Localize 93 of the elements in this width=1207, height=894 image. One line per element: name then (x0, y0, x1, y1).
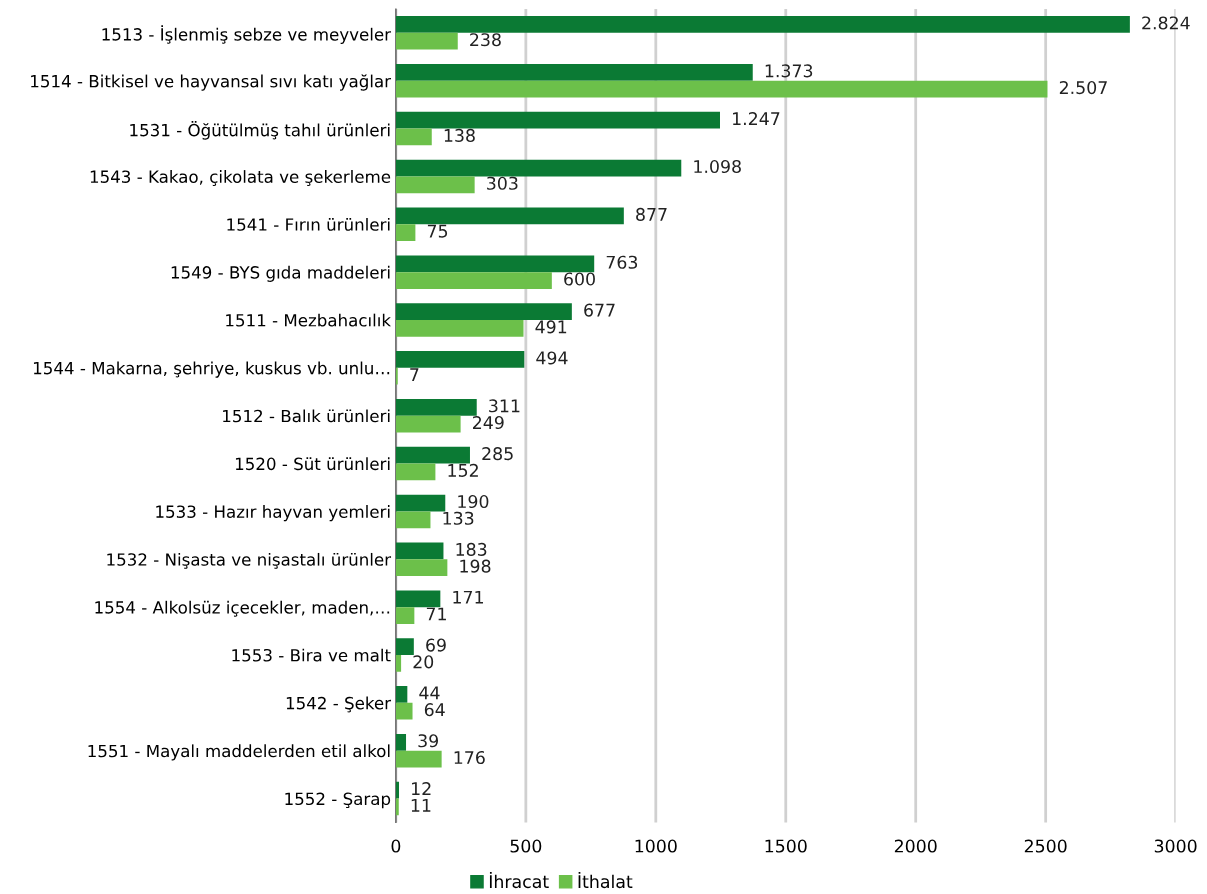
data-label: 75 (427, 224, 448, 238)
y-tick-label: 1511 - Mezbahacılık (226, 313, 391, 327)
x-tick-label: 0 (391, 839, 401, 853)
x-tick-label: 3000 (1154, 839, 1197, 853)
y-tick-label: 1531 - Öğütülmüş tahıl ürünleri (130, 120, 390, 140)
bar (395, 16, 1130, 33)
bar (395, 750, 442, 768)
bar (395, 686, 408, 703)
y-tick-label: 1542 - Şeker (286, 696, 392, 713)
x-tick-label: 2500 (1024, 839, 1067, 853)
x-tick-label: 1000 (635, 839, 677, 853)
y-tick-label: 1514 - Bitkisel ve hayvansal sıvı katı yağlar (31, 74, 392, 91)
bar (395, 255, 595, 273)
data-label: 763 (606, 255, 638, 269)
x-tick-label: 500 (510, 839, 542, 853)
data-label: 600 (564, 272, 595, 286)
y-tick-label: 1532 - Nişasta ve nişastalı ürünler (107, 552, 392, 569)
bar (395, 111, 720, 129)
bar (395, 320, 524, 337)
data-label: 171 (453, 590, 483, 604)
data-label: 71 (426, 607, 446, 621)
data-label: 44 (419, 686, 440, 700)
data-label: 238 (470, 33, 501, 47)
bar (395, 607, 415, 624)
y-tick-label: 1533 - Hazır hayvan yemleri (156, 505, 390, 522)
data-label: 39 (418, 734, 439, 748)
bar (395, 176, 475, 194)
bar (395, 207, 624, 225)
bar (395, 80, 1048, 98)
y-tick-label: 1543 - Kakao, çikolata ve şekerleme (90, 170, 391, 186)
bar (395, 224, 416, 242)
bar (395, 446, 470, 464)
data-label: 1.247 (733, 112, 780, 125)
data-label: 249 (473, 415, 504, 430)
bar (395, 351, 525, 368)
data-label: 1.373 (765, 64, 813, 78)
y-tick-label: 1513 - İşlenmiş sebze ve meyveler (102, 25, 392, 44)
y-tick-label: 1512 - Balık ürünleri (223, 409, 390, 423)
data-label: 7 (410, 368, 419, 382)
data-label: 2.507 (1059, 81, 1107, 95)
bar (395, 733, 407, 751)
data-label: 491 (535, 320, 567, 334)
bar (395, 159, 682, 177)
bar (395, 32, 458, 50)
data-label: 1.098 (694, 159, 741, 174)
data-label: 152 (448, 463, 478, 477)
y-tick-label: 1551 - Mayalı maddelerden etil alkol (88, 744, 390, 761)
data-label: 138 (444, 128, 475, 142)
data-label: 311 (489, 399, 520, 413)
data-label: 877 (636, 207, 667, 221)
bar (395, 702, 413, 720)
bar (395, 542, 444, 560)
data-label: 20 (413, 655, 434, 669)
bar (395, 415, 461, 433)
data-label: 12 (412, 782, 431, 795)
y-tick-label: 1553 - Bira ve malt (232, 648, 391, 662)
x-tick-label: 1500 (765, 839, 807, 853)
data-label: 183 (456, 542, 487, 556)
bar (395, 463, 436, 481)
data-label: 303 (487, 176, 518, 190)
bar (395, 494, 446, 512)
bar (395, 590, 441, 608)
data-label: 133 (443, 511, 474, 525)
data-label: 11 (411, 799, 431, 812)
bar (395, 798, 399, 816)
bar (395, 128, 432, 146)
y-tick-label: 1554 - Alkolsüz içecekler, maden,… (95, 600, 390, 617)
data-label: 64 (424, 703, 445, 717)
data-label: 494 (536, 351, 568, 365)
bar (395, 63, 753, 81)
y-tick-label: 1541 - Fırın ürünleri (227, 217, 390, 231)
data-label: 190 (458, 494, 489, 509)
bar (395, 638, 414, 655)
y-tick-label: 1552 - Şarap (285, 792, 391, 809)
legend-label: İthalat (578, 872, 633, 889)
bar (395, 781, 400, 799)
bar (395, 272, 552, 289)
data-label: 69 (426, 638, 446, 652)
data-label: 677 (584, 303, 615, 317)
legend-label: İhracat (489, 872, 549, 889)
y-tick-label: 1544 - Makarna, şehriye, kuskus vb. unlu… (33, 361, 390, 378)
data-label: 176 (454, 750, 485, 765)
x-tick-label: 2000 (894, 839, 937, 853)
data-label: 285 (482, 447, 513, 461)
y-tick-label: 1520 - Süt ürünleri (235, 457, 390, 471)
data-label: 2.824 (1142, 16, 1190, 30)
data-label: 198 (460, 559, 491, 573)
bar (395, 654, 402, 672)
y-tick-label: 1549 - BYS gıda maddeleri (171, 265, 390, 282)
bar (395, 398, 477, 416)
bar (395, 303, 572, 320)
bar (395, 559, 448, 577)
bar (395, 511, 431, 529)
